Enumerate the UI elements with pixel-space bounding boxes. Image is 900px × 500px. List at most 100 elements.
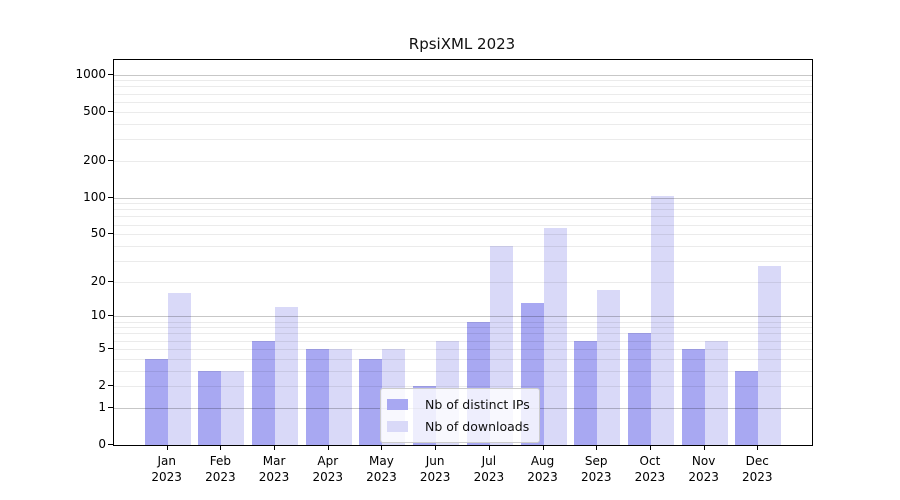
gridline-20	[114, 281, 812, 283]
legend-item-downloads: Nb of downloads	[387, 417, 530, 436]
y-tick-label-1: 1	[98, 399, 106, 414]
gridline-500	[114, 111, 812, 113]
gridlines-layer	[114, 60, 812, 445]
legend-swatch-distinct-ips	[387, 399, 408, 410]
y-tick-mark	[108, 280, 113, 282]
x-tick-mark	[542, 445, 544, 450]
x-tick-label-may: May 2023	[366, 454, 397, 484]
y-tick-label-50: 50	[90, 226, 106, 241]
bar-distinct-ips-may	[359, 358, 383, 445]
gridline-60	[114, 224, 812, 226]
x-tick-mark	[488, 445, 490, 450]
bar-distinct-ips-feb	[198, 370, 222, 445]
legend: Nb of distinct IPs Nb of downloads	[380, 388, 540, 443]
gridline-6	[114, 340, 812, 342]
gridline-600	[114, 101, 812, 103]
x-tick-mark	[220, 445, 222, 450]
gridline-3	[114, 370, 812, 372]
y-tick-mark	[108, 347, 113, 349]
gridline-9	[114, 321, 812, 323]
gridline-10	[114, 316, 812, 318]
y-tick-mark	[108, 406, 113, 408]
x-tick-label-dec: Dec 2023	[742, 454, 773, 484]
y-tick-mark	[108, 315, 113, 317]
bar-downloads-nov	[704, 340, 728, 445]
bar-distinct-ips-dec	[735, 370, 759, 445]
bar-downloads-oct	[650, 195, 674, 445]
gridline-1000	[114, 74, 812, 76]
bar-downloads-sep	[597, 289, 621, 445]
legend-item-distinct-ips: Nb of distinct IPs	[387, 395, 530, 414]
bar-downloads-apr	[328, 348, 352, 445]
y-tick-label-20: 20	[90, 273, 106, 288]
bar-downloads-jan	[167, 293, 191, 445]
gridline-700	[114, 93, 812, 95]
gridline-7	[114, 333, 812, 335]
gridline-4	[114, 358, 812, 360]
x-tick-mark	[274, 445, 276, 450]
gridline-90	[114, 203, 812, 205]
y-tick-label-100: 100	[83, 189, 106, 204]
gridline-100	[114, 197, 812, 199]
bar-distinct-ips-apr	[305, 348, 329, 445]
bar-distinct-ips-sep	[574, 340, 598, 445]
bar-distinct-ips-nov	[681, 348, 705, 445]
x-tick-mark	[703, 445, 705, 450]
bar-distinct-ips-jan	[144, 358, 168, 445]
gridline-200	[114, 160, 812, 162]
gridline-8	[114, 327, 812, 329]
x-tick-label-sep: Sep 2023	[580, 454, 612, 484]
bar-distinct-ips-oct	[627, 333, 651, 445]
legend-swatch-downloads	[387, 421, 408, 432]
gridline-400	[114, 123, 812, 125]
gridline-2	[114, 386, 812, 388]
chart-title: RpsiXML 2023	[408, 35, 516, 53]
y-tick-mark	[108, 196, 113, 198]
x-tick-label-nov: Nov 2023	[688, 454, 719, 484]
y-tick-label-200: 200	[83, 152, 106, 167]
x-tick-label-mar: Mar 2023	[258, 454, 290, 484]
bar-downloads-mar	[275, 307, 299, 445]
y-tick-mark	[108, 73, 113, 75]
bar-downloads-dec	[758, 266, 782, 445]
plot-area: Nb of distinct IPs Nb of downloads	[113, 59, 813, 446]
gridline-800	[114, 86, 812, 88]
bar-downloads-aug	[543, 228, 567, 445]
x-tick-label-jan: Jan 2023	[151, 454, 182, 484]
y-tick-mark	[108, 233, 113, 235]
x-tick-mark	[435, 445, 437, 450]
bar-downloads-feb	[221, 370, 245, 445]
y-tick-mark	[108, 444, 113, 445]
x-tick-mark	[166, 445, 168, 450]
y-tick-label-1000: 1000	[75, 66, 106, 81]
y-tick-mark	[108, 110, 113, 112]
y-tick-label-500: 500	[83, 103, 106, 118]
x-tick-label-jun: Jun 2023	[419, 454, 451, 484]
gridline-50	[114, 234, 812, 236]
x-tick-label-aug: Aug 2023	[527, 454, 558, 484]
gridline-300	[114, 138, 812, 140]
x-tick-label-apr: Apr 2023	[312, 454, 344, 484]
bar-distinct-ips-mar	[252, 340, 276, 445]
y-tick-label-10: 10	[90, 308, 106, 323]
x-tick-mark	[327, 445, 329, 450]
y-tick-label-2: 2	[98, 378, 106, 393]
x-tick-label-feb: Feb 2023	[205, 454, 236, 484]
y-tick-label-5: 5	[98, 340, 106, 355]
gridline-80	[114, 209, 812, 211]
x-tick-label-oct: Oct 2023	[634, 454, 666, 484]
gridline-900	[114, 80, 812, 82]
legend-label-distinct-ips: Nb of distinct IPs	[425, 397, 530, 412]
y-tick-mark	[108, 159, 113, 161]
y-tick-mark	[108, 385, 113, 387]
x-tick-mark	[649, 445, 651, 450]
legend-label-downloads: Nb of downloads	[425, 419, 530, 434]
x-tick-label-jul: Jul 2023	[473, 454, 505, 484]
gridline-5	[114, 348, 812, 350]
gridline-40	[114, 245, 812, 247]
x-tick-mark	[381, 445, 383, 450]
x-tick-mark	[596, 445, 598, 450]
gridline-70	[114, 216, 812, 218]
x-tick-mark	[757, 445, 759, 450]
